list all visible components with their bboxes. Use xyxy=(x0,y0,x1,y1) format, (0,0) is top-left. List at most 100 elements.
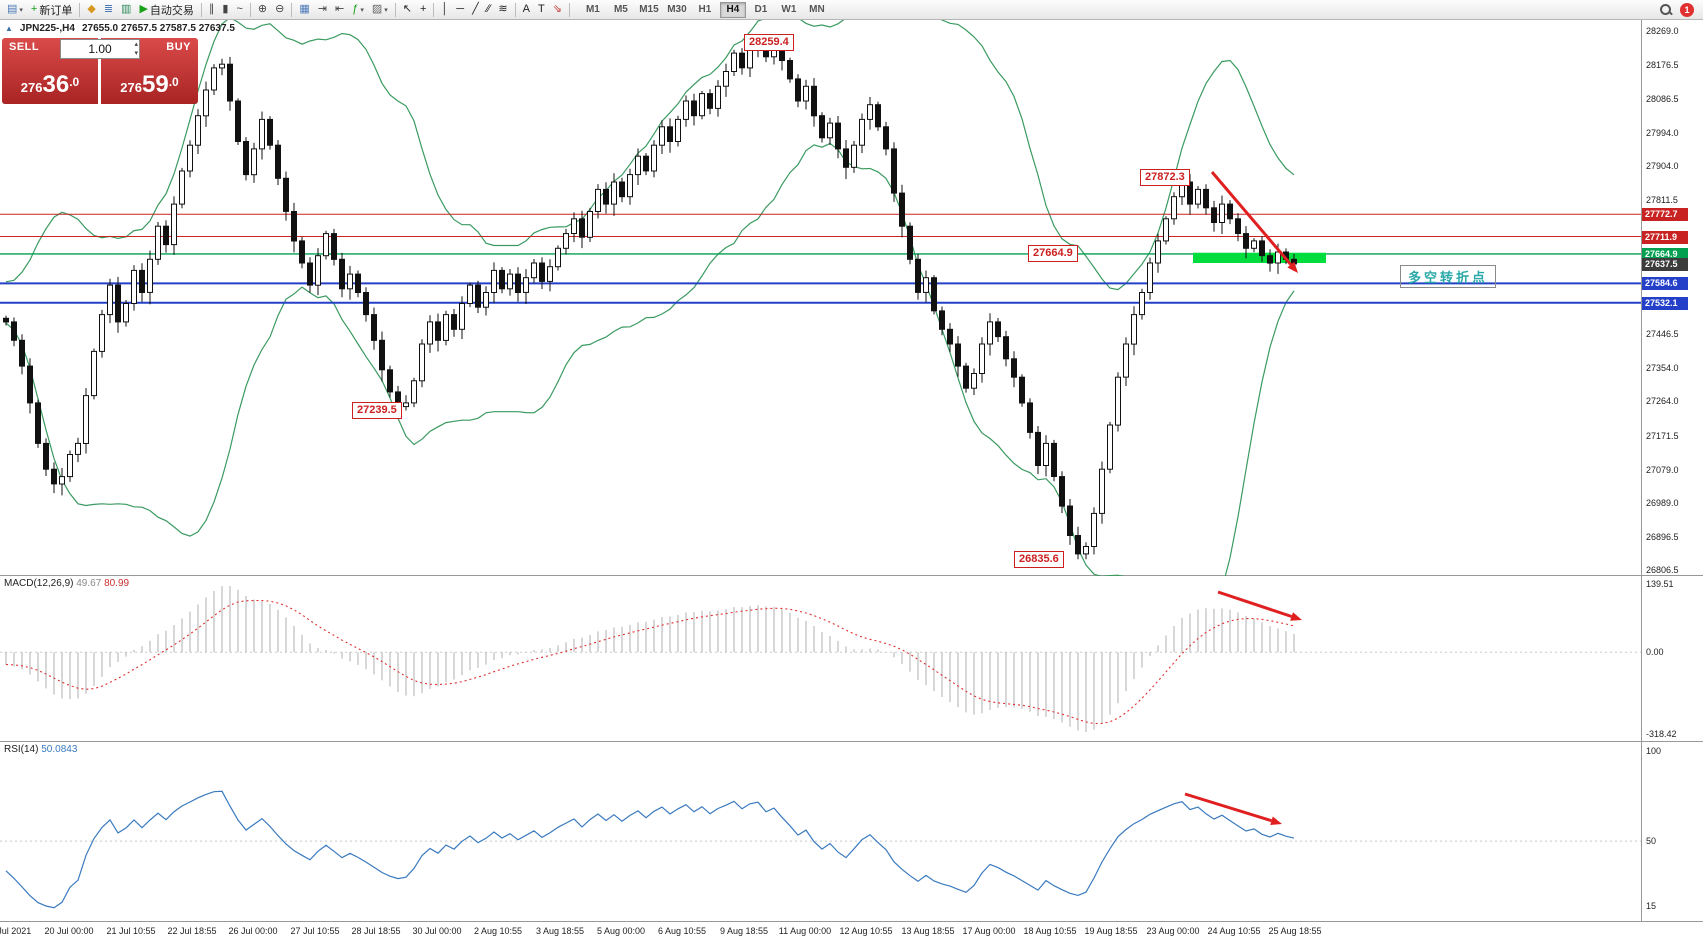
channel-icon[interactable]: ∕∕ xyxy=(483,1,495,18)
rsi-indicator-panel[interactable]: RSI(14) 50.0843 100 50 15 xyxy=(0,742,1703,922)
search-icon[interactable] xyxy=(1659,3,1672,16)
label-icon[interactable]: T xyxy=(534,1,549,18)
horizontal-line-icon[interactable]: ─ xyxy=(452,1,468,18)
auto-trading-button-glyph: ▶ xyxy=(139,3,148,15)
timeframe-h1-button[interactable]: H1 xyxy=(698,4,712,15)
time-axis-label: 30 Jul 00:00 xyxy=(412,926,462,936)
macd-plot[interactable] xyxy=(0,576,1641,742)
chart-window-icon[interactable]: ▤ ▾ xyxy=(3,1,27,18)
arrows-icon-glyph: ⇘ xyxy=(552,3,562,15)
volume-spinners: ▴ ▾ xyxy=(134,40,138,58)
data-window-icon[interactable]: ▥ xyxy=(117,1,135,18)
crosshair-icon[interactable]: + xyxy=(416,1,430,18)
metaquotes-icon[interactable]: ◆ xyxy=(83,1,99,18)
macd-signal-value: 80.99 xyxy=(104,578,130,589)
trendline-icon[interactable]: ╱ xyxy=(468,1,483,18)
timeframe-m1-button[interactable]: M1 xyxy=(585,4,600,15)
toolbar-separator xyxy=(249,2,251,17)
timeframe-m5-button[interactable]: M5 xyxy=(613,4,628,15)
time-axis-label: 27 Jul 10:55 xyxy=(290,926,340,936)
new-order-button[interactable]: + 新订单 xyxy=(27,1,76,18)
price-chart-panel[interactable]: ▲ JPN225-,H4 27655.0 27657.5 27587.5 276… xyxy=(0,20,1703,576)
tile-windows-icon[interactable]: ▦ xyxy=(295,1,313,18)
macd-downtrend-arrow[interactable] xyxy=(1217,590,1302,621)
time-axis-label: 6 Aug 10:55 xyxy=(657,926,707,936)
timeframe-m30-button[interactable]: M30 xyxy=(667,4,687,15)
volume-up-button[interactable]: ▴ xyxy=(134,41,138,48)
timeframe-d1-button[interactable]: D1 xyxy=(754,4,768,15)
macd-axis-divider xyxy=(1641,576,1642,741)
volume-down-button[interactable]: ▾ xyxy=(134,50,138,57)
rsi-axis-divider xyxy=(1641,742,1642,921)
sell-label: SELL xyxy=(9,41,40,53)
new-order-button-label: 新订单 xyxy=(39,4,73,17)
chart-shift-icon-glyph: ⇤ xyxy=(334,3,345,15)
time-axis[interactable]: 16 Jul 2021 20 Jul 00:00 21 Jul 10:55 22 Ju… xyxy=(0,922,1703,942)
time-axis-label: 19 Aug 18:55 xyxy=(1084,926,1138,936)
toolbar-separator xyxy=(568,2,570,17)
vertical-line-icon[interactable]: │ xyxy=(437,1,452,18)
price-annotation-box[interactable]: 28259.4 xyxy=(744,34,794,51)
notification-badge[interactable]: 1 xyxy=(1680,2,1694,17)
caret-down-icon: ▾ xyxy=(360,6,364,14)
time-axis-label: 16 Jul 2021 xyxy=(0,926,32,936)
market-watch-icon[interactable]: ≣ xyxy=(100,1,117,18)
price-annotation-box[interactable]: 27664.9 xyxy=(1028,245,1078,262)
downtrend-arrow[interactable] xyxy=(1210,171,1298,273)
timeframe-h4-button[interactable]: H4 xyxy=(719,1,746,18)
time-axis-label: 20 Jul 00:00 xyxy=(44,926,94,936)
time-axis-label: 24 Aug 10:55 xyxy=(1207,926,1261,936)
zoom-out-icon[interactable]: ⊖ xyxy=(271,1,288,18)
volume-input[interactable]: 1.00 ▴ ▾ xyxy=(60,39,140,59)
macd-axis-zero: 0.00 xyxy=(1646,647,1664,657)
text-icon[interactable]: A xyxy=(519,1,534,18)
toolbar-separator xyxy=(514,2,516,17)
buy-label: BUY xyxy=(166,41,191,53)
time-axis-label: 5 Aug 00:00 xyxy=(596,926,646,936)
rsi-downtrend-arrow[interactable] xyxy=(1184,792,1282,825)
timeframe-m15-button[interactable]: M15 xyxy=(639,4,659,15)
candlestick-chart-icon[interactable]: ▮ xyxy=(218,1,232,18)
price-chart[interactable] xyxy=(0,20,1641,576)
auto-scroll-icon[interactable]: ⇥ xyxy=(314,1,331,18)
time-axis-label: 9 Aug 18:55 xyxy=(719,926,769,936)
time-axis-label: 12 Aug 10:55 xyxy=(839,926,893,936)
horizontal-level-lines[interactable] xyxy=(0,213,1641,304)
price-annotation-box[interactable]: 27872.3 xyxy=(1140,169,1190,186)
timeframe-mn-button[interactable]: MN xyxy=(809,4,825,15)
one-click-trading-panel: SELL 27636.0 BUY 27659.0 1.00 ▴ ▾ xyxy=(2,38,198,104)
fibonacci-icon-glyph: ≋ xyxy=(498,3,508,15)
sell-button[interactable]: SELL 27636.0 xyxy=(2,38,99,104)
timeframe-w1-button[interactable]: W1 xyxy=(781,4,797,15)
arrows-icon[interactable]: ⇘ xyxy=(549,1,566,18)
indicators-icon[interactable]: ƒ ▾ xyxy=(348,1,368,18)
zoom-in-icon[interactable]: ⊕ xyxy=(254,1,271,18)
price-annotation-box[interactable]: 26835.6 xyxy=(1014,551,1064,568)
price-annotation-box[interactable]: 27239.5 xyxy=(352,402,402,419)
price-axis-label: 27171.5 xyxy=(1646,431,1679,441)
chart-shift-icon[interactable]: ⇤ xyxy=(331,1,348,18)
toolbar: ▤ ▾ + 新订单 ◆ ≣ ▥ ▶ 自动交易 ∥ ▮ ~ ⊕ ⊖ ▦ ⇥ ⇤ ƒ ▾ ▨ ▾ ↖ + │ ─ ╱ ∕∕ ≋ A T ⇘ M1… xyxy=(0,0,1703,20)
cursor-icon-glyph: ↖ xyxy=(402,3,412,15)
auto-trading-button[interactable]: ▶ 自动交易 xyxy=(135,1,197,18)
rsi-plot[interactable] xyxy=(0,742,1641,922)
fibonacci-icon[interactable]: ≋ xyxy=(494,1,511,18)
toolbar-separator xyxy=(79,2,81,17)
tile-windows-icon-glyph: ▦ xyxy=(299,3,310,15)
templates-icon[interactable]: ▨ ▾ xyxy=(368,1,392,18)
auto-scroll-icon-glyph: ⇥ xyxy=(317,3,327,15)
time-axis-label: 23 Aug 00:00 xyxy=(1146,926,1200,936)
time-axis-label: 25 Aug 18:55 xyxy=(1268,926,1322,936)
support-zone-rectangle[interactable] xyxy=(1193,252,1326,263)
cursor-icon[interactable]: ↖ xyxy=(399,1,416,18)
bar-chart-icon[interactable]: ∥ xyxy=(205,1,219,18)
macd-indicator-panel[interactable]: MACD(12,26,9) 49.67 80.99 139.51 0.00 -318… xyxy=(0,576,1703,742)
line-chart-icon[interactable]: ~ xyxy=(232,1,246,18)
zoom-out-icon-glyph: ⊖ xyxy=(275,3,285,15)
macd-name: MACD(12,26,9) xyxy=(4,578,74,589)
turning-point-note[interactable]: 多空转折点 xyxy=(1400,265,1497,288)
price-tag: 27772.7 xyxy=(1642,208,1688,221)
buy-price: 27659.0 xyxy=(120,71,179,98)
vertical-line-icon-glyph: │ xyxy=(441,3,449,15)
timeframe-group: M1 M5 M15 M30 H1 H4 D1 W1 MN xyxy=(579,1,831,18)
